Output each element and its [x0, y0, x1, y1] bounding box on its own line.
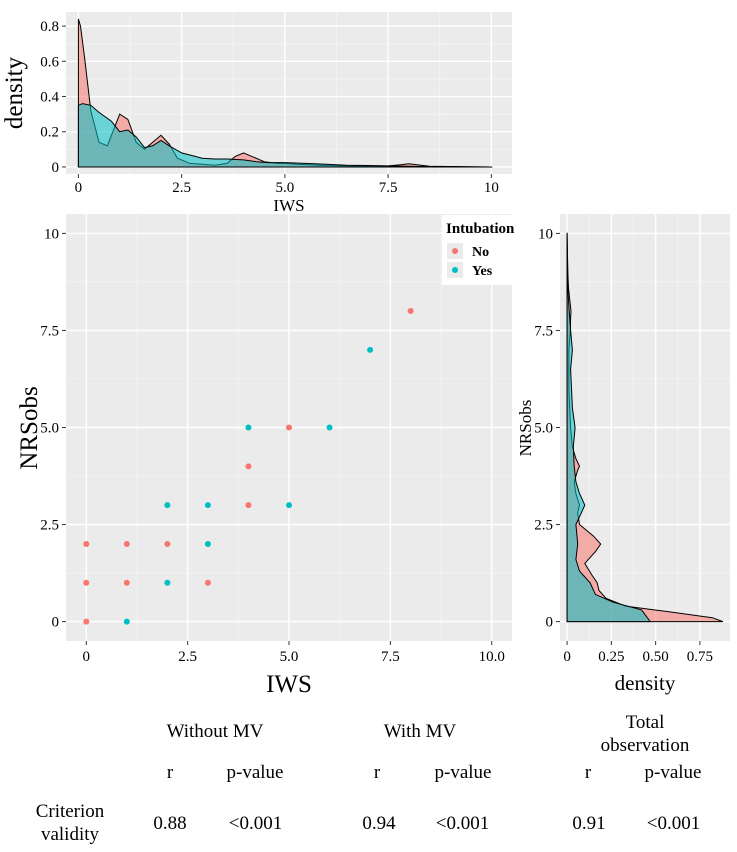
scatter-point-no — [204, 579, 211, 586]
scatter-point-no — [123, 540, 130, 547]
scatter-point-no — [286, 424, 292, 431]
scatter-gridlines — [66, 214, 512, 641]
table-p-label: p-value — [434, 762, 492, 783]
table-r-label: r — [373, 762, 381, 783]
top-y-tick-label: 0 — [52, 160, 60, 176]
scatter-point-no — [83, 540, 90, 547]
table-r-value: 0.88 — [153, 813, 187, 834]
scatter-point-no — [245, 502, 252, 509]
scatter-x-tick-label: 0 — [83, 649, 91, 665]
scatter-point-no — [245, 463, 252, 470]
table-group-without-mv: Without MV — [166, 721, 264, 742]
scatter-point-yes — [367, 346, 374, 353]
scatter-point-yes — [123, 618, 130, 625]
right-density-xlabel: density — [615, 671, 676, 695]
top-y-tick-label: 0.4 — [40, 90, 59, 106]
top-x-tick-label: 7.5 — [379, 180, 398, 196]
scatter-point-yes — [204, 502, 211, 509]
scatter-x-tick-label: 2.5 — [178, 649, 197, 665]
scatter-points — [83, 308, 414, 625]
right-y-tick-label: 2.5 — [534, 518, 553, 534]
right-y-tick-label: 10 — [538, 226, 553, 242]
table-p-value: <0.001 — [435, 813, 490, 834]
scatter-y-tick-label: 10 — [44, 226, 59, 242]
table-r-value: 0.91 — [572, 813, 606, 834]
legend-label-yes: Yes — [472, 264, 493, 279]
right-x-tick-label: 0.50 — [643, 649, 669, 665]
scatter-point-no — [407, 308, 414, 315]
top-y-tick-label: 0.2 — [40, 125, 59, 141]
table-r-label: r — [584, 762, 592, 783]
top-x-tick-label: 10 — [484, 180, 499, 196]
scatter-point-yes — [245, 424, 252, 431]
scatter-point-yes — [286, 502, 292, 509]
table-p-value: <0.001 — [646, 813, 701, 834]
legend-label-no: No — [472, 245, 489, 260]
right-density-ticks: 0 0.25 0.50 0.75 0 2.5 5.0 7.5 10 — [534, 226, 713, 665]
top-density-xlabel: IWS — [273, 196, 304, 215]
top-x-tick-label: 0 — [75, 180, 83, 196]
scatter-x-tick-label: 5.0 — [280, 649, 299, 665]
scatter-ticks: 0 2.5 5.0 7.5 10.0 0 2.5 5.0 7.5 10 — [40, 226, 505, 665]
right-density-series — [566, 232, 724, 623]
top-y-tick-label: 0.8 — [40, 19, 59, 35]
legend-title: Intubation — [446, 221, 515, 237]
right-density-area-yes — [566, 232, 652, 623]
legend: Intubation No Yes — [442, 215, 515, 285]
table-group-with-mv: With MV — [383, 721, 457, 742]
scatter-point-no — [83, 579, 90, 586]
scatter-y-tick-label: 5.0 — [40, 421, 59, 437]
scatter-point-no — [83, 618, 90, 625]
table-r-value: 0.94 — [362, 813, 396, 834]
scatter-point-yes — [326, 424, 333, 431]
right-y-tick-label: 7.5 — [534, 323, 553, 339]
scatter-point-no — [123, 579, 130, 586]
table-p-value: <0.001 — [228, 813, 283, 834]
scatter-point-yes — [164, 502, 171, 509]
legend-key-yes — [452, 267, 458, 273]
legend-key-no — [452, 248, 458, 254]
top-y-tick-label: 0.6 — [40, 54, 59, 70]
right-x-tick-label: 0.25 — [598, 649, 624, 665]
right-x-tick-label: 0.75 — [687, 649, 713, 665]
scatter-x-tick-label: 10.0 — [479, 649, 505, 665]
table-p-label: p-value — [226, 762, 284, 783]
right-y-tick-label: 0 — [546, 615, 554, 631]
table-p-label: p-value — [644, 762, 702, 783]
right-x-tick-label: 0 — [563, 649, 571, 665]
scatter-xlabel: IWS — [266, 671, 312, 698]
scatter-y-tick-label: 0 — [52, 615, 60, 631]
table-r-label: r — [166, 762, 174, 783]
top-x-tick-label: 5.0 — [275, 180, 294, 196]
scatter-point-yes — [164, 579, 171, 586]
scatter-point-yes — [204, 540, 211, 547]
top-density-ticks: 0 2.5 5.0 7.5 10 0 0.2 0.4 0.6 0.8 — [40, 19, 499, 196]
scatter-point-no — [164, 540, 171, 547]
scatter-y-tick-label: 7.5 — [40, 323, 59, 339]
top-density-series — [77, 18, 493, 168]
table-group-total: Total observation — [600, 712, 690, 756]
right-density-ylabel: NRSobs — [516, 400, 535, 457]
scatter-x-tick-label: 7.5 — [381, 649, 400, 665]
scatter-ylabel: NRSobs — [16, 386, 43, 469]
table-row-label: Criterion validity — [35, 801, 105, 845]
top-density-area-yes — [77, 103, 493, 168]
right-y-tick-label: 5.0 — [534, 421, 553, 437]
top-density-ylabel: density — [1, 56, 28, 129]
scatter-y-tick-label: 2.5 — [40, 518, 59, 534]
top-x-tick-label: 2.5 — [172, 180, 191, 196]
